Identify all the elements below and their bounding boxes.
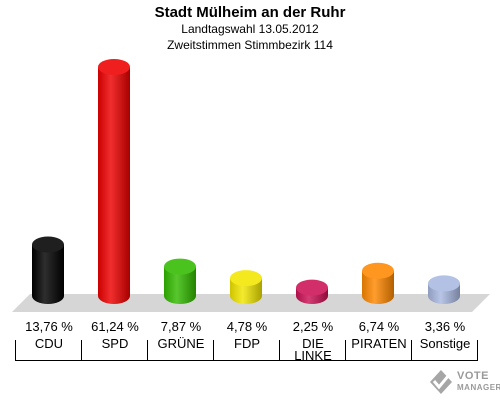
bar-sonstige	[428, 275, 460, 304]
value-label: 6,74 %	[359, 319, 400, 334]
chart-subtitle-district: Zweitstimmen Stimmbezirk 114	[167, 38, 333, 52]
bar-top	[230, 270, 262, 287]
bar-top	[428, 275, 460, 292]
category-label: FDP	[234, 336, 260, 351]
bar-top	[32, 236, 64, 253]
bar-top	[296, 279, 328, 296]
bar-body	[362, 270, 394, 304]
value-label: 2,25 %	[293, 319, 334, 334]
value-label: 13,76 %	[25, 319, 73, 334]
value-label: 4,78 %	[227, 319, 268, 334]
bar-die-linke	[296, 279, 328, 304]
bar-fdp	[230, 270, 262, 304]
bar-piraten	[362, 262, 394, 304]
logo-text-manager: MANAGER	[457, 383, 500, 392]
vote-manager-emblem-icon	[430, 370, 452, 394]
value-label: 61,24 %	[91, 319, 139, 334]
bar-body	[98, 66, 130, 304]
category-label: CDU	[35, 336, 63, 351]
bar-top	[164, 258, 196, 275]
bar-top	[362, 262, 394, 279]
category-label: PIRATEN	[351, 336, 406, 351]
bar-body	[32, 244, 64, 304]
bar-top	[98, 58, 130, 75]
value-label: 3,36 %	[425, 319, 466, 334]
bar-spd	[98, 58, 130, 304]
bar-body	[164, 266, 196, 304]
category-label: Sonstige	[420, 336, 471, 351]
category-label: SPD	[102, 336, 129, 351]
chart-subtitle-election: Landtagswahl 13.05.2012	[181, 22, 319, 36]
chart-title: Stadt Mülheim an der Ruhr	[154, 4, 346, 21]
bar-gr-ne	[164, 258, 196, 304]
logo-text-vote: VOTE	[457, 370, 489, 382]
vote-manager-logo: VOTE MANAGER	[428, 368, 500, 398]
bar-cdu	[32, 236, 64, 304]
category-label: GRÜNE	[158, 336, 205, 351]
value-label: 7,87 %	[161, 319, 202, 334]
category-label: DIE LINKE	[294, 336, 332, 363]
